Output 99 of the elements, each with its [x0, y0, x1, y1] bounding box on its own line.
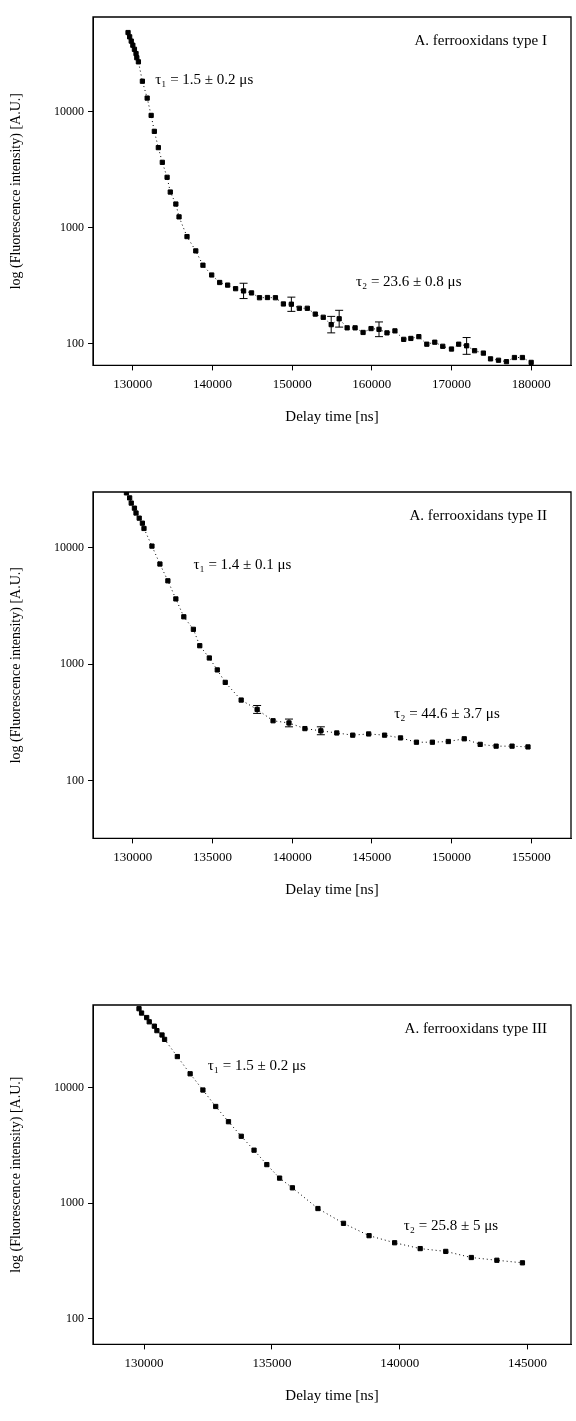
point [133, 510, 139, 516]
annotation: τ₂ = 44.6 ± 3.7 μs [394, 704, 500, 721]
annotation: τ₁ = 1.4 ± 0.1 μs [193, 555, 292, 572]
x-tick-label: 145000 [508, 1354, 548, 1370]
x-tick-label: 135000 [193, 848, 232, 864]
point [392, 1240, 398, 1246]
point [165, 578, 171, 584]
x-tick-label: 130000 [113, 848, 153, 864]
point [251, 1147, 257, 1153]
y-tick-label: 10000 [54, 103, 84, 118]
x-tick-label: 150000 [272, 375, 312, 391]
y-tick-label: 10000 [54, 1079, 84, 1094]
point [146, 1019, 152, 1025]
annotation: τ₁ = 1.5 ± 0.2 μs [155, 70, 254, 87]
point [159, 1032, 165, 1038]
x-tick-label: 150000 [432, 848, 471, 864]
point [127, 495, 133, 501]
x-tick-label: 170000 [432, 375, 471, 391]
y-tick-label: 100 [66, 772, 84, 787]
point [139, 520, 146, 526]
point [173, 596, 179, 602]
point [334, 730, 340, 736]
point [187, 1071, 193, 1077]
point [128, 500, 134, 506]
x-tick-label: 130000 [113, 375, 153, 391]
point [157, 561, 163, 567]
point [264, 1161, 270, 1168]
annotation: τ₂ = 25.8 ± 5 μs [403, 1216, 499, 1233]
point [154, 1028, 160, 1034]
point [138, 1010, 145, 1016]
point [461, 736, 467, 742]
point [151, 1023, 157, 1029]
x-tick-label: 135000 [252, 1354, 292, 1370]
x-tick-label: 155000 [511, 848, 551, 864]
text: A. ferrooxidans type II [409, 506, 547, 523]
point [206, 655, 212, 661]
point [417, 1245, 423, 1252]
point [315, 1205, 321, 1212]
point [238, 697, 244, 703]
point [525, 744, 531, 750]
point [350, 732, 356, 738]
point [200, 1087, 206, 1093]
point [131, 505, 138, 511]
point [494, 1257, 500, 1263]
point [509, 743, 515, 749]
x-axis-title: Delay time [ns] [285, 1386, 379, 1403]
x-tick-label: 160000 [352, 375, 392, 391]
y-tick-label: 1000 [60, 1195, 84, 1210]
y-axis-title: log (Fluorescence intensity) [A.U.] [8, 567, 25, 764]
y-axis-title: log (Fluorescence intensity) [A.U.] [8, 1076, 25, 1273]
x-tick-label: 130000 [124, 1354, 164, 1370]
point [141, 525, 147, 532]
point [174, 1053, 180, 1060]
x-axis-title: Delay time [ns] [285, 407, 379, 424]
point [197, 643, 203, 649]
point [190, 626, 196, 632]
point [225, 1119, 232, 1125]
point [397, 735, 404, 741]
y-tick-label: 1000 [60, 656, 84, 671]
y-axis-title: log (Fluorescence intensity) [A.U.] [8, 93, 25, 290]
point [366, 1233, 372, 1239]
point [302, 725, 308, 732]
point [519, 1260, 526, 1266]
point [477, 741, 483, 748]
x-axis-title: Delay time [ns] [285, 880, 379, 897]
point [136, 515, 142, 521]
y-tick-label: 1000 [60, 219, 84, 234]
x-tick-label: 145000 [352, 848, 392, 864]
annotation: τ₁ = 1.5 ± 0.2 μs [207, 1057, 306, 1074]
x-tick-label: 140000 [193, 375, 232, 391]
y-tick-label: 10000 [54, 539, 84, 554]
point [443, 1248, 449, 1255]
point [340, 1220, 347, 1226]
point [445, 738, 451, 745]
point [214, 667, 220, 673]
point [468, 1254, 474, 1261]
point [213, 1103, 219, 1110]
point [276, 1175, 283, 1181]
point [493, 743, 499, 749]
text: A. ferrooxidans type I [414, 31, 547, 48]
point [181, 614, 187, 620]
point [161, 1036, 168, 1043]
point [366, 731, 372, 737]
text: A. ferrooxidans type III [404, 1019, 547, 1036]
point [222, 679, 228, 685]
point [429, 739, 435, 745]
point [238, 1133, 244, 1139]
point [381, 732, 388, 738]
x-tick-label: 140000 [272, 848, 312, 864]
point [136, 1006, 142, 1012]
x-tick-label: 180000 [511, 375, 551, 391]
point [270, 718, 276, 724]
y-tick-label: 100 [66, 335, 84, 350]
point [149, 543, 155, 549]
x-tick-label: 140000 [380, 1354, 420, 1370]
annotation: τ₂ = 23.6 ± 0.8 μs [355, 272, 462, 289]
point [289, 1185, 295, 1191]
y-tick-label: 100 [66, 1310, 84, 1325]
point [413, 739, 420, 745]
